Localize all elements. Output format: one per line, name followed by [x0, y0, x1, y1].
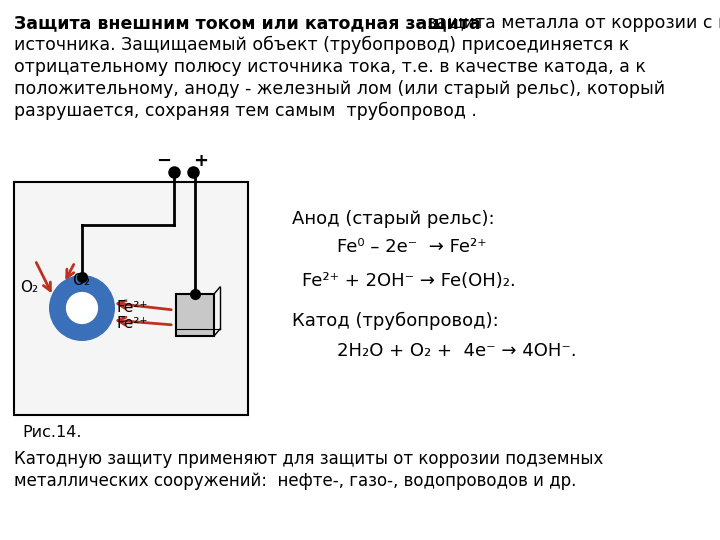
Text: O₂: O₂: [20, 280, 38, 295]
Text: положительному, аноду - железный лом (или старый рельс), который: положительному, аноду - железный лом (ил…: [14, 80, 665, 98]
Text: - защита металла от коррозии с помощью постоянного тока от внешнего: - защита металла от коррозии с помощью п…: [410, 14, 720, 32]
Text: Защита внешним током или катодная защита: Защита внешним током или катодная защита: [14, 14, 481, 32]
Text: Рис.14.: Рис.14.: [22, 425, 81, 440]
Text: Fe²⁺: Fe²⁺: [117, 316, 148, 331]
Text: Анод (старый рельс):: Анод (старый рельс):: [292, 210, 495, 228]
Circle shape: [65, 291, 99, 325]
Text: O₂: O₂: [72, 273, 90, 288]
Bar: [176, 294, 214, 336]
Text: Fe²⁺ + 2OH⁻ → Fe(OH)₂.: Fe²⁺ + 2OH⁻ → Fe(OH)₂.: [302, 272, 516, 290]
Text: 2H₂O + O₂ +  4e⁻ → 4OH⁻.: 2H₂O + O₂ + 4e⁻ → 4OH⁻.: [337, 342, 577, 360]
Text: Катодную защиту применяют для защиты от коррозии подземных: Катодную защиту применяют для защиты от …: [14, 450, 603, 468]
Text: −: −: [156, 152, 171, 170]
Text: Fe⁰ – 2e⁻  → Fe²⁺: Fe⁰ – 2e⁻ → Fe²⁺: [337, 238, 487, 256]
Text: отрицательному полюсу источника тока, т.е. в качестве катода, а к: отрицательному полюсу источника тока, т.…: [14, 58, 646, 76]
Text: разрушается, сохраняя тем самым  трубопровод .: разрушается, сохраняя тем самым трубопро…: [14, 102, 477, 120]
Text: источника. Защищаемый объект (трубопровод) присоединяется к: источника. Защищаемый объект (трубопрово…: [14, 36, 629, 54]
Bar: [14, 182, 248, 415]
Text: Fe²⁺: Fe²⁺: [117, 300, 148, 315]
Text: Катод (трубопровод):: Катод (трубопровод):: [292, 312, 499, 330]
Text: +: +: [194, 152, 209, 170]
Circle shape: [49, 275, 115, 341]
Text: металлических сооружений:  нефте-, газо-, водопроводов и др.: металлических сооружений: нефте-, газо-,…: [14, 472, 577, 490]
